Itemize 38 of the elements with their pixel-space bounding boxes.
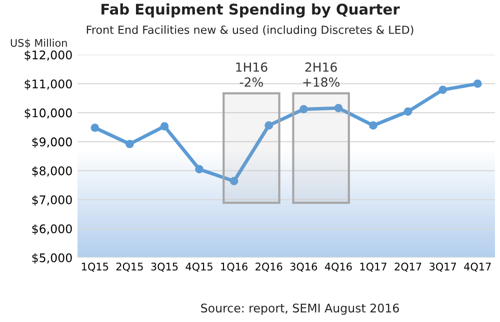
point: [438, 86, 447, 94]
y-axis-title: US$ Million: [10, 38, 67, 48]
point: [195, 165, 204, 174]
x-tick-label: 2Q17: [394, 262, 422, 272]
point: [473, 80, 482, 88]
point: [334, 104, 343, 112]
x-tick-label: 4Q17: [464, 262, 491, 272]
point: [230, 176, 238, 186]
y-tick-label: $7,000: [32, 195, 72, 206]
x-tick-label: 3Q15: [151, 262, 178, 272]
chart-title: Fab Equipment Spending by Quarter: [102, 3, 400, 18]
x-tick-label: 1Q16: [221, 262, 248, 272]
point: [160, 122, 169, 130]
y-tick-label: $12,000: [24, 50, 72, 61]
point: [126, 140, 134, 148]
point: [264, 121, 274, 130]
x-tick-label: 2Q15: [116, 262, 143, 272]
x-tick-label: 3Q16: [290, 262, 318, 272]
x-tick-label: 4Q16: [324, 262, 352, 272]
chart-subtitle: Front End Facilities new & used (including Discretes & LED): [86, 25, 414, 36]
band-label: 2H16 +18%: [303, 62, 340, 87]
y-tick-label: $11,000: [24, 79, 72, 90]
x-tick-label: 1Q17: [360, 262, 386, 272]
point: [404, 107, 412, 116]
y-tick-label: $5,000: [32, 253, 72, 264]
band-label: 1H16 -2%: [236, 62, 268, 87]
y-tick-label: $9,000: [32, 137, 72, 148]
x-tick-label: 4Q15: [186, 262, 212, 272]
y-tick-label: $8,000: [32, 166, 72, 177]
x-tick-label: 2Q16: [256, 262, 282, 272]
x-tick-label: 3Q17: [430, 262, 456, 272]
point: [299, 105, 308, 114]
point: [90, 124, 100, 132]
point: [369, 121, 378, 130]
x-tick-label: 1Q15: [82, 262, 108, 272]
y-tick-label: $10,000: [24, 108, 72, 119]
source-note: Source: report, SEMI August 2016: [201, 304, 399, 315]
y-tick-label: $6,000: [32, 224, 72, 235]
